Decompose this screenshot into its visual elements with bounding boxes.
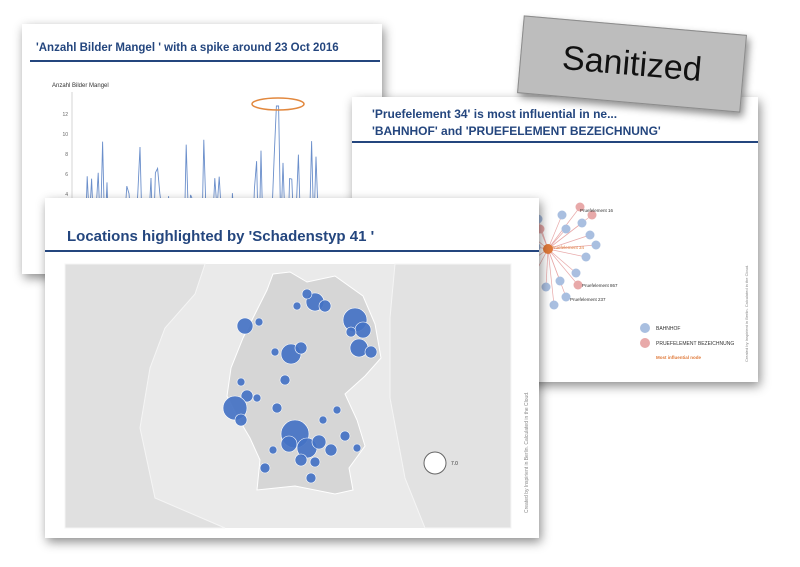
map-bubble	[301, 288, 313, 300]
ytick-8: 8	[65, 152, 68, 158]
size-legend-circle	[423, 451, 447, 475]
map-bubble	[318, 299, 332, 313]
network-node	[561, 224, 571, 234]
network-graph: Pruefelement 34 Pruefelement 16 Pruefele…	[523, 202, 749, 362]
legend-pruefelement-label: PRUEFELEMENT BEZEICHNUNG	[656, 341, 734, 347]
network-edge	[547, 248, 555, 306]
map-bubble	[309, 456, 321, 468]
network-edge	[545, 248, 549, 288]
map-bubble	[240, 389, 254, 403]
ytick-12: 12	[62, 112, 68, 118]
slide-network-rule	[352, 141, 758, 143]
slide-line-rule	[30, 60, 380, 62]
network-node-label-867: Pruefelement 867	[582, 283, 618, 288]
network-node	[541, 282, 551, 292]
network-center-label: Pruefelement 34	[551, 245, 585, 250]
map-bubble	[354, 321, 372, 339]
map-bubble	[352, 443, 362, 453]
network-node	[571, 268, 581, 278]
network-edge	[547, 248, 587, 258]
map-neighbors	[64, 263, 226, 529]
map-bubble	[311, 434, 327, 450]
ytick-4: 4	[65, 192, 68, 198]
network-node	[591, 240, 601, 250]
map-bubble	[259, 462, 271, 474]
slide-map: Locations highlighted by 'Schadenstyp 41…	[45, 198, 539, 538]
map-bubble	[305, 472, 317, 484]
network-edge	[547, 234, 591, 250]
network-node	[555, 276, 565, 286]
legend-bahnhof-swatch	[640, 323, 650, 333]
network-node	[573, 280, 583, 290]
map-bubble	[252, 393, 262, 403]
map-bubble	[364, 345, 378, 359]
map-bubble	[324, 443, 338, 457]
network-node	[581, 252, 591, 262]
slide-network-title-1: 'Pruefelement 34' is most influential in…	[372, 107, 618, 121]
slide-map-title: Locations highlighted by 'Schadenstyp 41…	[67, 228, 375, 245]
network-node	[587, 210, 597, 220]
map-bubble	[279, 374, 291, 386]
slide-line-title: 'Anzahl Bilder Mangel ' with a spike aro…	[36, 42, 339, 54]
map-bubble	[254, 317, 264, 327]
ytick-10: 10	[62, 132, 68, 138]
line-yticks: 12 10 8 6 4	[62, 112, 68, 198]
network-node	[575, 202, 585, 212]
network-node-label-237: Pruefelement 237	[570, 297, 606, 302]
network-node-label-16: Pruefelement 16	[580, 208, 614, 213]
legend-bahnhof-label: BAHNHOF	[656, 326, 680, 332]
legend-influential-label: Most influential node	[656, 355, 701, 360]
network-node	[549, 300, 559, 310]
spike-highlight-ellipse	[251, 97, 305, 111]
map-bubble	[268, 445, 278, 455]
network-edge	[547, 214, 563, 250]
bubble-map: 7.0 Created by Inspirient in Berlin. Cal…	[64, 263, 530, 529]
network-edge	[547, 248, 567, 298]
network-edge	[547, 248, 579, 286]
network-node	[557, 210, 567, 220]
slide-map-rule	[45, 250, 539, 252]
network-node	[585, 230, 595, 240]
map-bubble	[294, 453, 308, 467]
sanitized-label: Sanitized	[560, 38, 704, 89]
map-bubble	[236, 377, 246, 387]
map-bubble	[339, 430, 351, 442]
ytick-6: 6	[65, 172, 68, 178]
line-ylabel: Anzahl Bilder Mangel	[52, 83, 109, 89]
map-bubble	[292, 301, 302, 311]
map-bubble	[294, 341, 308, 355]
map-bubble	[271, 402, 283, 414]
map-bubble	[270, 347, 280, 357]
map-east-neighbors	[389, 263, 512, 529]
legend-pruefelement-swatch	[640, 338, 650, 348]
map-bubble	[234, 413, 248, 427]
map-bubble	[236, 317, 254, 335]
slide-network-title-2: 'BAHNHOF' and 'PRUEFELEMENT BEZEICHNUNG'	[372, 124, 661, 138]
map-bubble	[280, 435, 298, 453]
map-credit: Created by Inspirient in Berlin. Calcula…	[524, 392, 530, 513]
map-bubble	[345, 326, 357, 338]
size-legend-value: 7.0	[451, 461, 458, 467]
network-edge	[547, 244, 597, 250]
map-bubble	[318, 415, 328, 425]
map-bubbles	[222, 288, 378, 484]
network-node	[561, 292, 571, 302]
network-edge	[547, 248, 577, 274]
network-credit: Created by Inspirient in Berlin. Calcula…	[744, 265, 749, 362]
network-center-node	[543, 244, 553, 254]
network-node	[577, 218, 587, 228]
map-bubble	[332, 405, 342, 415]
